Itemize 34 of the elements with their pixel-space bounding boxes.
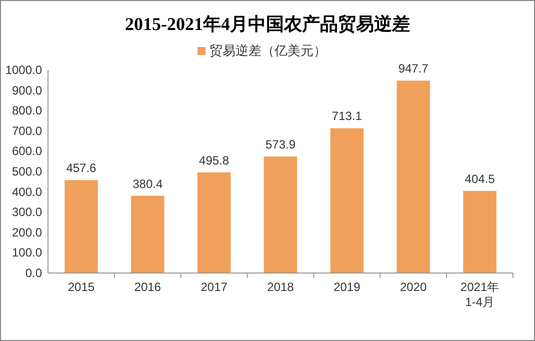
x-tick-label: 2019 [334, 280, 361, 294]
y-tick-label: 100.0 [12, 246, 42, 260]
chart-title: 2015-2021年4月中国农产品贸易逆差 [125, 14, 410, 34]
y-tick-label: 900.0 [12, 83, 42, 98]
data-label: 713.1 [332, 109, 362, 124]
x-tick-label: 2020 [400, 280, 428, 294]
bar [64, 180, 98, 273]
bar [197, 172, 231, 273]
y-tick-label: 1000.0 [5, 63, 42, 77]
bar [131, 196, 164, 273]
bar [264, 156, 298, 273]
x-tick-label: 2016 [134, 280, 162, 294]
y-tick-label: 700.0 [12, 124, 42, 138]
y-tick-label: 200.0 [12, 225, 42, 240]
bar [330, 128, 364, 273]
x-tick-label: 2021年 1-4月 [460, 280, 500, 309]
data-label: 457.6 [66, 161, 97, 176]
y-tick-label: 600.0 [12, 144, 42, 158]
data-label: 947.7 [398, 62, 429, 76]
y-tick-label: 0.0 [25, 266, 42, 280]
x-tick-label: 2018 [267, 280, 294, 294]
data-label: 573.9 [265, 138, 296, 152]
y-tick-label: 800.0 [12, 104, 42, 118]
x-tick-label: 2015 [68, 280, 95, 294]
y-tick-label: 500.0 [12, 164, 42, 178]
legend-label: 贸易逆差（亿美元） [210, 43, 326, 58]
data-label: 495.8 [199, 153, 230, 168]
x-tick-label: 2017 [200, 280, 228, 294]
data-label: 380.4 [132, 176, 163, 191]
bar [463, 190, 496, 273]
data-label: 404.5 [464, 172, 496, 186]
y-tick-label: 300.0 [12, 205, 42, 220]
bar [396, 80, 430, 273]
y-tick-label: 400.0 [12, 184, 42, 199]
